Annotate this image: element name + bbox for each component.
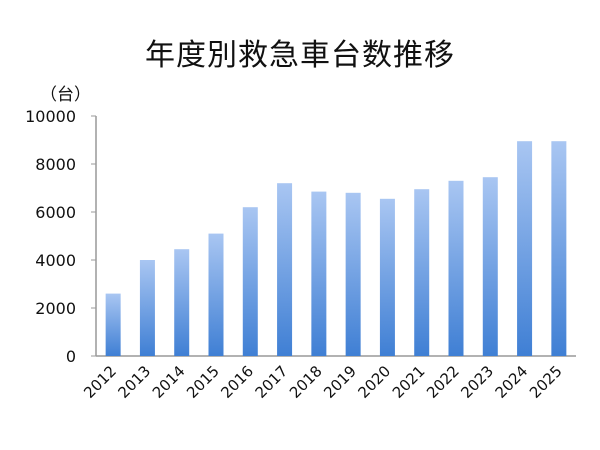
y-tick-label: 6000 bbox=[35, 203, 76, 222]
bar bbox=[208, 233, 224, 356]
bar bbox=[482, 177, 498, 356]
x-tick-label: 2017 bbox=[252, 362, 292, 402]
y-tick-label: 10000 bbox=[25, 107, 76, 126]
y-axis-unit-label: （台） bbox=[40, 85, 91, 105]
bar bbox=[277, 183, 293, 356]
x-tick-label: 2024 bbox=[492, 362, 532, 402]
bar bbox=[311, 191, 327, 356]
x-tick-label: 2023 bbox=[457, 362, 497, 402]
x-tick-label: 2013 bbox=[115, 362, 155, 402]
bar bbox=[448, 180, 464, 356]
bar bbox=[414, 189, 430, 356]
x-tick-label: 2014 bbox=[149, 362, 189, 402]
x-tick-label: 2025 bbox=[526, 362, 566, 402]
bar bbox=[242, 207, 258, 356]
x-tick-label: 2018 bbox=[286, 362, 326, 402]
x-tick-label: 2022 bbox=[423, 362, 463, 402]
bar bbox=[105, 293, 121, 356]
x-tick-label: 2015 bbox=[183, 362, 223, 402]
x-tick-label: 2016 bbox=[217, 362, 257, 402]
y-tick-label: 8000 bbox=[35, 155, 76, 174]
bar bbox=[139, 260, 155, 356]
y-tick-label: 4000 bbox=[35, 251, 76, 270]
y-tick-label: 2000 bbox=[35, 299, 76, 318]
bar bbox=[345, 192, 361, 356]
x-tick-label: 2020 bbox=[355, 362, 395, 402]
x-tick-label: 2019 bbox=[320, 362, 360, 402]
x-tick-label: 2012 bbox=[80, 362, 120, 402]
bar bbox=[174, 249, 190, 356]
y-tick-label: 0 bbox=[66, 347, 76, 366]
bar bbox=[517, 141, 533, 356]
bar bbox=[379, 198, 395, 356]
x-tick-label: 2021 bbox=[389, 362, 429, 402]
chart-title: 年度別救急車台数推移 bbox=[145, 38, 455, 73]
bar bbox=[551, 141, 567, 356]
